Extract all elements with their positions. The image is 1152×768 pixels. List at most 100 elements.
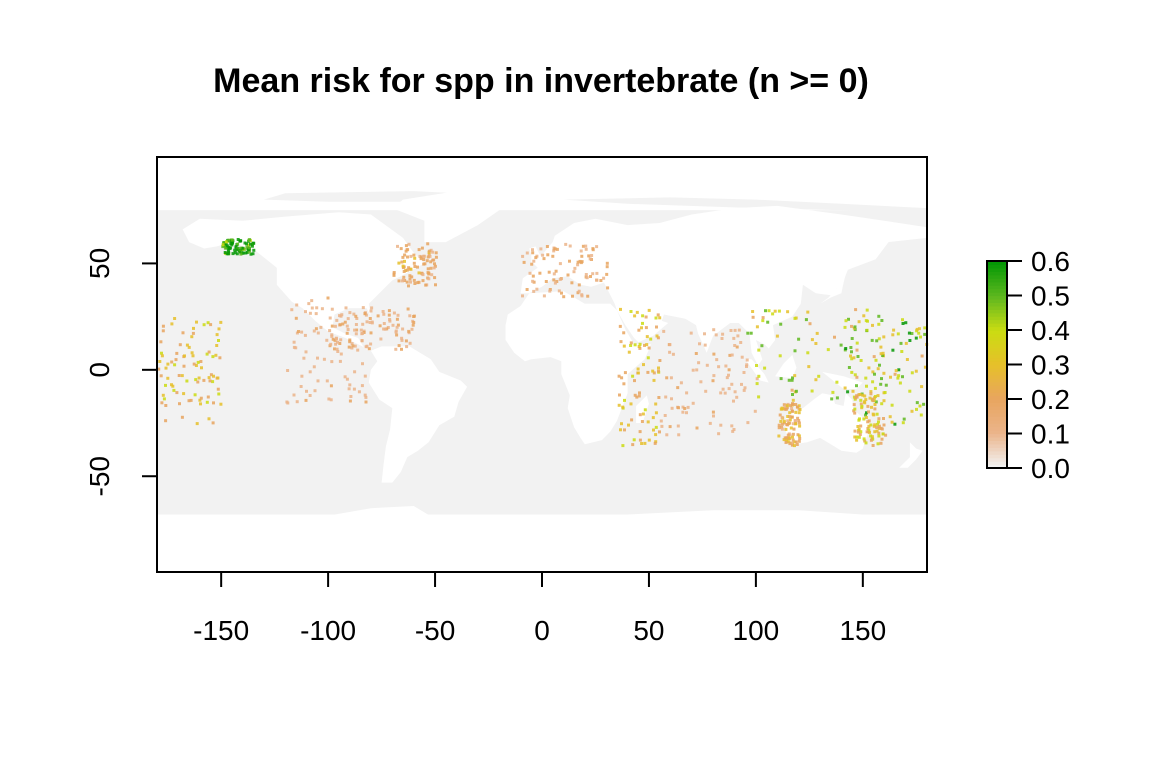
risk-cell xyxy=(890,420,894,424)
risk-cell xyxy=(638,438,642,442)
risk-cell xyxy=(856,355,860,358)
risk-cell xyxy=(621,444,625,448)
risk-cell xyxy=(217,327,221,331)
risk-cell xyxy=(711,410,715,414)
risk-cell xyxy=(646,420,650,424)
risk-cell xyxy=(923,326,927,330)
risk-cell xyxy=(345,331,349,335)
risk-cell xyxy=(923,365,927,369)
risk-cell xyxy=(873,430,877,434)
arctic-north-eurasia xyxy=(563,197,927,213)
risk-cell xyxy=(899,341,903,345)
risk-cell xyxy=(795,405,799,409)
risk-cell xyxy=(853,435,857,439)
risk-cell xyxy=(755,364,758,367)
risk-cell xyxy=(233,248,237,252)
risk-cell xyxy=(810,338,814,342)
risk-cell xyxy=(347,387,351,391)
colorbar-step xyxy=(987,392,1007,397)
risk-cell xyxy=(312,365,316,369)
risk-cell xyxy=(215,344,219,347)
colorbar-step xyxy=(987,371,1007,376)
risk-cell xyxy=(352,312,356,316)
risk-cell xyxy=(798,424,802,428)
risk-cell xyxy=(335,318,339,322)
risk-cell xyxy=(763,366,767,370)
risk-cell xyxy=(857,435,861,439)
risk-cell xyxy=(199,360,203,363)
risk-cell xyxy=(410,275,414,279)
colorbar-step xyxy=(987,340,1007,345)
y-tick-label: 0 xyxy=(84,362,115,378)
risk-cell xyxy=(555,280,559,283)
risk-cell xyxy=(361,306,365,310)
risk-cell xyxy=(379,337,383,341)
risk-cell xyxy=(879,352,883,356)
risk-cell xyxy=(401,255,405,259)
risk-cell xyxy=(851,389,855,393)
risk-cell xyxy=(595,271,599,275)
risk-cell xyxy=(586,294,590,298)
risk-cell xyxy=(426,242,430,246)
risk-cell xyxy=(333,324,337,328)
risk-cell xyxy=(638,391,641,395)
risk-cell xyxy=(790,441,794,445)
risk-cell xyxy=(216,387,220,391)
risk-cell xyxy=(870,405,873,409)
risk-cell xyxy=(780,422,784,426)
risk-cell xyxy=(640,442,644,445)
risk-cell xyxy=(395,325,399,329)
risk-cell xyxy=(547,270,551,274)
risk-cell xyxy=(786,310,790,314)
colorbar-step xyxy=(987,330,1007,335)
risk-cell xyxy=(777,309,781,313)
risk-cell xyxy=(212,401,215,405)
risk-cell xyxy=(790,388,794,392)
risk-cell xyxy=(780,415,784,419)
risk-cell xyxy=(420,255,423,259)
risk-cell xyxy=(691,368,695,372)
risk-cell xyxy=(869,438,873,442)
risk-cell xyxy=(292,340,296,344)
risk-cell xyxy=(312,329,316,333)
risk-cell xyxy=(864,413,867,417)
risk-cell xyxy=(658,430,661,434)
risk-cell xyxy=(605,265,609,269)
risk-cell xyxy=(369,309,373,313)
risk-cell xyxy=(417,271,421,275)
risk-cell xyxy=(740,382,743,386)
risk-cell xyxy=(877,322,881,326)
risk-cell xyxy=(378,324,382,328)
risk-cell xyxy=(915,327,919,331)
risk-cell xyxy=(605,261,609,265)
risk-cell xyxy=(654,316,658,320)
risk-cell xyxy=(755,377,759,381)
risk-cell xyxy=(244,251,248,255)
risk-cell xyxy=(530,262,534,266)
risk-cell xyxy=(853,325,857,329)
risk-cell xyxy=(605,272,609,276)
risk-cell xyxy=(369,331,373,335)
risk-cell xyxy=(864,416,868,419)
risk-cell xyxy=(864,376,868,380)
risk-cell xyxy=(411,323,415,327)
risk-cell xyxy=(180,415,184,419)
risk-cell xyxy=(405,268,409,272)
risk-cell xyxy=(751,310,755,313)
colorbar-step xyxy=(987,298,1007,303)
risk-cell xyxy=(215,333,219,337)
risk-cell xyxy=(793,316,797,320)
risk-cell xyxy=(539,247,543,251)
risk-cell xyxy=(251,252,255,256)
risk-cell xyxy=(399,247,403,251)
risk-cell xyxy=(195,422,199,426)
risk-cell xyxy=(238,239,242,243)
colorbar-step xyxy=(987,354,1007,359)
risk-cell xyxy=(783,405,787,408)
risk-cell xyxy=(897,374,901,378)
risk-cell xyxy=(859,398,863,402)
risk-cell xyxy=(896,376,900,380)
risk-cell xyxy=(427,277,431,281)
risk-cell xyxy=(791,435,794,439)
risk-cell xyxy=(757,374,761,378)
